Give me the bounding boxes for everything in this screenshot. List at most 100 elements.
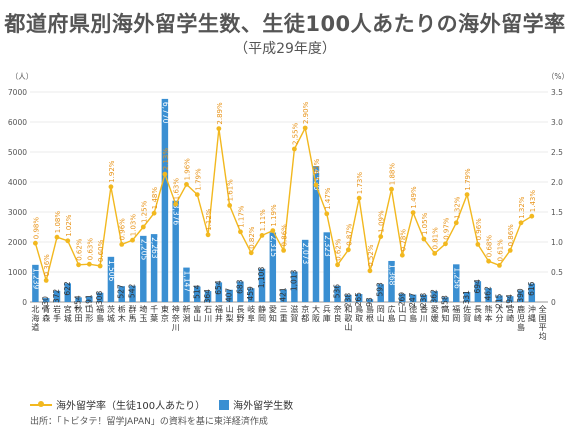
bar-value-label: 654 [214,280,223,295]
rate-value-label: 1.32% [453,196,461,219]
bar [226,289,233,302]
category-label: 福島 [96,305,104,323]
category-label: 石川 [204,305,212,323]
rate-value-label: 1.79% [194,168,202,191]
left-tick-label: 6000 [8,118,27,127]
rate-point [432,251,438,256]
bar [64,283,72,302]
bar [269,232,277,302]
rate-value-label: 0.78% [399,229,407,252]
right-axis-unit: （%） [547,72,569,81]
bar [453,264,460,302]
bar-value-label: 6,770 [161,102,170,124]
category-label: 茨城 [107,304,115,323]
category-label: 熊本 [485,304,493,323]
category-label: 京都 [301,304,309,323]
rate-point [421,236,427,242]
bar-value-label: 238 [343,293,352,308]
rate-value-label: 2.13% [162,148,170,171]
rate-point [270,228,276,234]
bar [75,297,82,302]
category-label: 沖縄 [528,304,536,323]
rate-value-label: 1.09% [378,210,386,233]
bar-value-label: 1,147 [182,271,191,293]
bar-value-label: 527 [117,284,126,299]
bar [345,294,352,302]
bar-value-label: 308 [95,291,104,306]
bar-value-label: 194 [505,294,514,309]
bar [431,291,438,302]
bar [129,285,136,302]
rate-point [399,252,405,258]
rate-point [518,220,524,226]
rate-value-label: 0.62% [335,238,343,261]
rate-point [76,262,81,268]
left-tick-label: 7000 [8,88,27,97]
rate-value-label: 1.61% [227,179,235,202]
right-tick-label: 1.0 [551,238,563,247]
rate-point [151,210,157,216]
rate-value-label: 1.47% [324,187,332,210]
bar-value-label: 390 [516,288,525,303]
rate-value-label: 0.87% [345,223,353,246]
bar-value-label: 331 [462,290,471,305]
bar-value-label: 593 [376,282,385,297]
category-label: 岐阜 [247,304,255,323]
rate-value-label: 0.96% [475,218,483,241]
chart-legend: 海外留学率（生徒100人あたり） 海外留学生数 [30,397,293,412]
bar [42,298,50,302]
bar-value-label: 191 [84,294,93,309]
category-label: 宮城 [64,304,72,323]
category-label: 北海道 [31,305,39,332]
bar [366,299,374,302]
category-label: 岡山 [377,305,385,323]
left-tick-label: 3000 [8,208,27,217]
rate-value-label: 2.55% [291,122,299,145]
rate-point [475,242,481,247]
category-label: 神奈川 [172,304,180,332]
rate-value-label: 0.61% [496,239,504,262]
category-label: 佐賀 [463,304,471,323]
left-tick-label: 2000 [8,238,27,247]
rate-point [345,247,351,253]
rate-value-label: 1.88% [389,163,397,186]
rate-value-label: 1.79% [464,168,472,191]
rate-point [464,192,470,198]
category-label: 愛知 [269,304,277,323]
category-label: 長野 [236,305,244,323]
rate-point [281,248,287,253]
bar-value-label: 1,013 [289,269,298,291]
rate-value-label: 1.63% [173,178,181,201]
bar [86,296,93,302]
right-tick-label: 2.0 [551,178,563,187]
right-tick-label: 3.5 [551,88,563,97]
rate-value-label: 0.81% [432,227,440,250]
category-label: 島根 [366,304,374,323]
bar [517,290,525,302]
bar [388,260,395,302]
category-label: 大分 [495,304,503,323]
rate-point [86,261,92,267]
bar-value-label: 93 [365,297,374,307]
bar [172,200,179,302]
legend-line-label: 海外留学率（生徒100人あたり） [56,401,206,412]
rate-point [227,203,233,208]
bar [107,256,115,302]
rate-value-label: 0.62% [76,238,84,261]
bar-value-label: 459 [246,286,255,301]
rate-point [65,238,71,244]
bar-value-label: 1,506 [107,260,116,282]
rate-value-label: 1.08% [54,211,62,234]
rate-value-label: 1.48% [151,187,159,210]
bar [355,294,363,302]
rate-value-label: 1.11% [259,209,267,232]
category-label: 新潟 [182,304,190,323]
category-label: 徳島 [409,304,417,323]
rate-point [378,234,384,240]
rate-point [313,182,319,188]
category-label: 長崎 [474,305,482,323]
bar-value-label: 1,368 [388,264,397,286]
category-label: 福岡 [452,305,460,323]
